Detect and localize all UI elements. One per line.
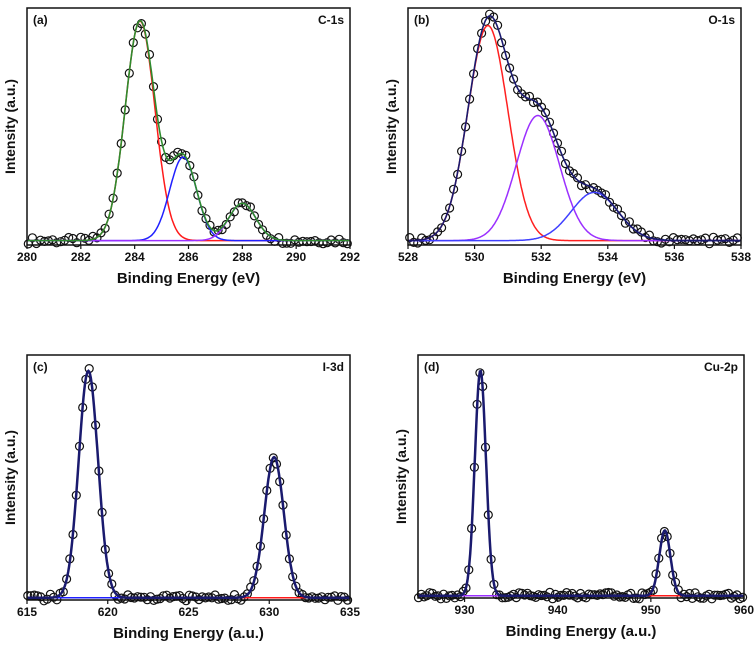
data-point bbox=[481, 16, 491, 26]
x-axis-label: Binding Energy (a.u.) bbox=[113, 625, 264, 642]
x-tick-label: 625 bbox=[178, 605, 198, 619]
panel-c-1s: 280 282 284 286 288 290 292 Binding Energy (eV)… bbox=[2, 7, 360, 287]
panel-title: C-1s bbox=[318, 13, 344, 27]
panel-i-3d: 615 620 625 630 635 Binding Energy (a.u.) Inte… bbox=[2, 354, 360, 642]
data-point bbox=[489, 12, 499, 22]
plot-frame bbox=[417, 354, 745, 599]
panel-title: Cu-2p bbox=[704, 360, 738, 374]
data-point bbox=[282, 238, 292, 248]
x-tick-label: 282 bbox=[71, 250, 91, 264]
data-point bbox=[100, 223, 110, 233]
data-point bbox=[342, 239, 352, 249]
panel-o-1s: 528 530 532 534 536 538 Binding Energy (eV) Int… bbox=[383, 7, 751, 287]
data-point bbox=[221, 219, 231, 230]
panel-cu-2p: 930 940 950 960 Binding Energy (a.u.) Intensi… bbox=[393, 354, 754, 640]
data-point bbox=[42, 594, 52, 604]
data-point bbox=[162, 590, 172, 600]
data-point bbox=[520, 92, 531, 102]
x-tick-label: 630 bbox=[259, 605, 279, 619]
data-point bbox=[616, 210, 627, 221]
data-point bbox=[572, 173, 583, 183]
panel-label: (b) bbox=[414, 13, 429, 27]
data-point bbox=[505, 63, 515, 73]
component-peak-3 bbox=[408, 191, 741, 242]
x-axis-label: Binding Energy (eV) bbox=[117, 270, 260, 287]
data-point bbox=[185, 161, 195, 171]
x-tick-label: 538 bbox=[731, 250, 751, 264]
x-tick-label: 620 bbox=[98, 605, 118, 619]
x-tick-label: 286 bbox=[178, 250, 198, 264]
plot-frame bbox=[26, 7, 351, 246]
panel-label: (d) bbox=[424, 360, 439, 374]
y-axis-label: Intensity (a.u.) bbox=[2, 79, 18, 174]
x-tick-label: 292 bbox=[340, 250, 360, 264]
x-tick-label: 284 bbox=[125, 250, 145, 264]
x-tick-label: 940 bbox=[548, 603, 568, 617]
data-point bbox=[229, 207, 239, 217]
fit-envelope bbox=[27, 19, 350, 242]
y-axis-label: Intensity (a.u.) bbox=[393, 429, 409, 524]
data-point bbox=[540, 107, 551, 118]
plot-frame bbox=[407, 7, 742, 246]
data-point bbox=[249, 211, 259, 221]
x-tick-label: 615 bbox=[17, 605, 37, 619]
panel-title: I-3d bbox=[323, 360, 344, 374]
data-point bbox=[338, 238, 348, 248]
data-point bbox=[64, 232, 74, 243]
component-peak-1 bbox=[27, 20, 350, 242]
x-tick-label: 536 bbox=[664, 250, 684, 264]
data-point bbox=[560, 159, 571, 169]
data-point bbox=[612, 204, 623, 214]
x-tick-label: 530 bbox=[465, 250, 485, 264]
data-point bbox=[628, 224, 639, 234]
panel-label: (c) bbox=[33, 360, 48, 374]
data-point bbox=[576, 181, 587, 191]
x-tick-label: 930 bbox=[455, 603, 475, 617]
x-tick-label: 950 bbox=[641, 603, 661, 617]
y-axis-label: Intensity (a.u.) bbox=[383, 79, 399, 174]
fit-envelope bbox=[408, 15, 741, 242]
x-tick-label: 288 bbox=[232, 250, 252, 264]
x-tick-label: 532 bbox=[531, 250, 551, 264]
data-point bbox=[704, 239, 715, 249]
data-point bbox=[193, 190, 203, 200]
data-point bbox=[409, 237, 419, 247]
x-tick-label: 528 bbox=[398, 250, 418, 264]
data-point bbox=[437, 223, 447, 233]
data-point bbox=[241, 201, 251, 211]
data-point bbox=[173, 147, 183, 157]
x-tick-label: 534 bbox=[598, 250, 618, 264]
component-peak-2 bbox=[27, 456, 350, 599]
data-point bbox=[508, 74, 519, 84]
panel-title: O-1s bbox=[708, 13, 735, 27]
x-tick-label: 635 bbox=[340, 605, 360, 619]
data-point bbox=[441, 212, 451, 222]
plot-frame bbox=[26, 354, 351, 601]
fit-envelope bbox=[418, 369, 744, 598]
x-axis-label: Binding Energy (a.u.) bbox=[506, 623, 657, 640]
component-peak-1 bbox=[418, 370, 744, 597]
data-point bbox=[318, 239, 328, 249]
x-axis-label: Binding Energy (eV) bbox=[503, 270, 646, 287]
x-tick-label: 290 bbox=[286, 250, 306, 264]
fit-envelope bbox=[27, 369, 350, 599]
data-point bbox=[51, 238, 62, 248]
data-point bbox=[620, 218, 631, 228]
panel-label: (a) bbox=[33, 13, 48, 27]
x-tick-label: 280 bbox=[17, 250, 37, 264]
y-axis-label: Intensity (a.u.) bbox=[2, 430, 18, 525]
data-point bbox=[245, 202, 255, 212]
component-peak-1 bbox=[27, 369, 350, 599]
x-tick-label: 960 bbox=[734, 603, 754, 617]
data-point bbox=[716, 234, 727, 244]
data-point bbox=[659, 526, 670, 537]
